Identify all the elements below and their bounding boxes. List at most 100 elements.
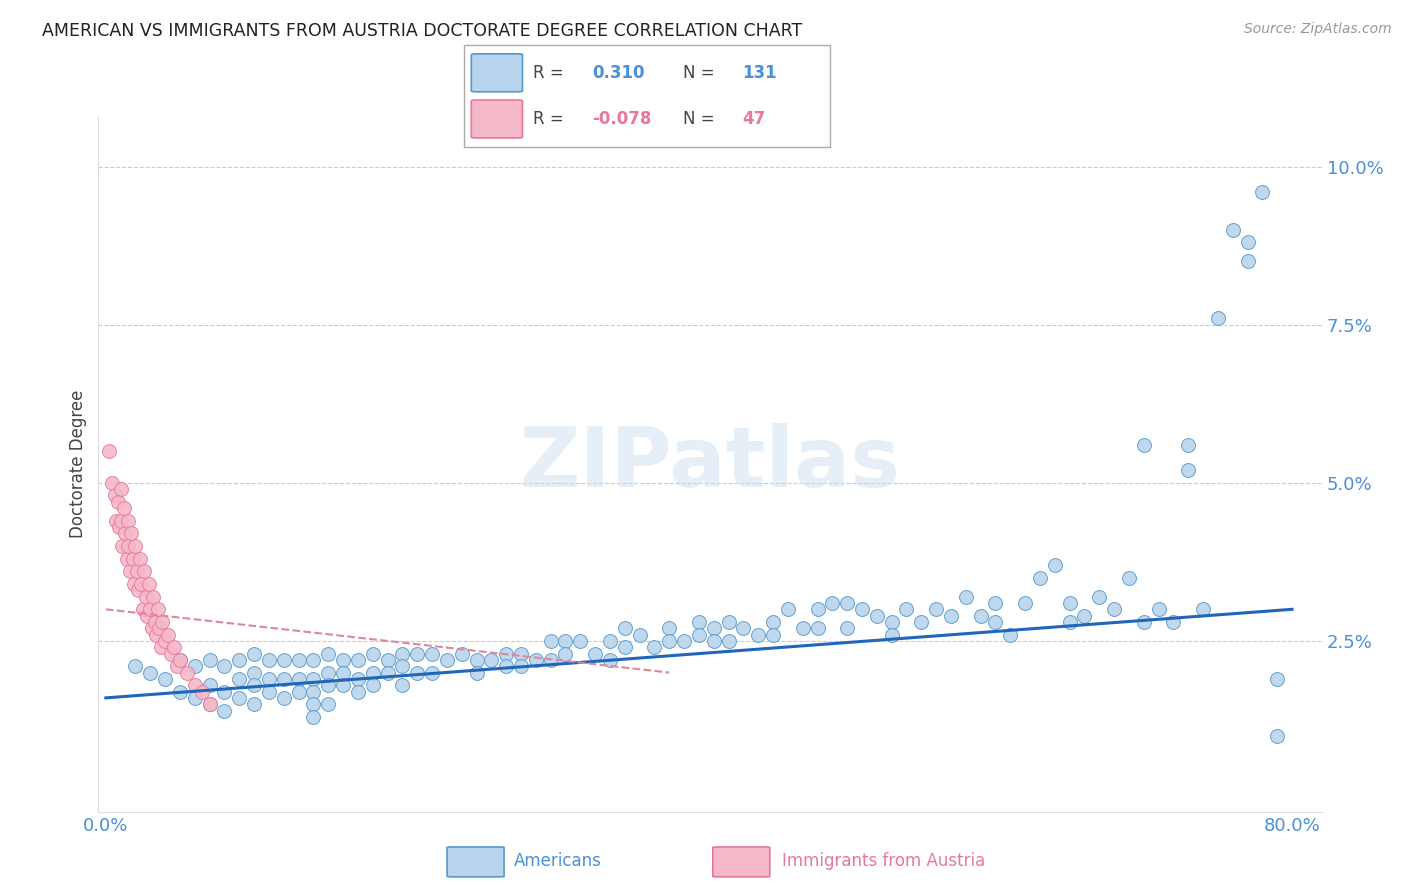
Point — [762, 615, 785, 629]
Point — [540, 634, 562, 648]
Text: Immigrants from Austria: Immigrants from Austria — [783, 852, 986, 870]
Point — [135, 590, 157, 604]
Point — [1088, 590, 1111, 604]
Point — [184, 659, 207, 673]
Point — [1265, 672, 1288, 686]
Point — [184, 690, 207, 705]
Text: ZIPatlas: ZIPatlas — [520, 424, 900, 504]
FancyBboxPatch shape — [464, 45, 830, 147]
Point — [420, 665, 443, 680]
Point — [613, 621, 636, 635]
Point — [110, 482, 132, 496]
Point — [1102, 602, 1125, 616]
Text: Americans: Americans — [513, 852, 602, 870]
Point — [436, 653, 458, 667]
Point — [1014, 596, 1036, 610]
Point — [792, 621, 814, 635]
Point — [257, 672, 280, 686]
Point — [866, 608, 889, 623]
Point — [287, 684, 309, 698]
Point — [228, 653, 250, 667]
Point — [495, 659, 517, 673]
Point — [163, 640, 186, 655]
Point — [821, 596, 844, 610]
Text: 47: 47 — [742, 110, 765, 128]
Point — [184, 678, 207, 692]
Point — [117, 539, 139, 553]
Point — [302, 710, 325, 724]
Point — [880, 615, 903, 629]
Point — [733, 621, 755, 635]
Point — [110, 514, 132, 528]
Point — [880, 627, 903, 641]
Point — [984, 596, 1007, 610]
Point — [554, 634, 576, 648]
Point — [1206, 311, 1229, 326]
Point — [124, 659, 146, 673]
Point — [120, 526, 142, 541]
Point — [1177, 438, 1199, 452]
Point — [287, 653, 309, 667]
Point — [925, 602, 948, 616]
Point — [214, 684, 236, 698]
Point — [257, 653, 280, 667]
Point — [332, 665, 354, 680]
Point — [332, 653, 354, 667]
Point — [703, 634, 725, 648]
Point — [747, 627, 769, 641]
Text: N =: N = — [683, 110, 720, 128]
Text: R =: R = — [533, 64, 569, 82]
Point — [131, 577, 153, 591]
Point — [125, 565, 148, 579]
Point — [540, 653, 562, 667]
FancyBboxPatch shape — [713, 847, 770, 877]
Point — [153, 634, 176, 648]
Text: Source: ZipAtlas.com: Source: ZipAtlas.com — [1244, 22, 1392, 37]
Point — [114, 526, 136, 541]
Point — [391, 678, 413, 692]
Point — [599, 653, 621, 667]
Point — [127, 583, 149, 598]
Point — [391, 647, 413, 661]
Point — [762, 627, 785, 641]
Point — [214, 704, 236, 718]
Point — [316, 647, 339, 661]
Point — [160, 647, 183, 661]
Point — [406, 647, 429, 661]
Point — [510, 647, 533, 661]
Point — [273, 672, 295, 686]
Point — [316, 678, 339, 692]
Point — [969, 608, 991, 623]
Point — [136, 608, 159, 623]
Point — [118, 565, 141, 579]
FancyBboxPatch shape — [447, 847, 505, 877]
Text: N =: N = — [683, 64, 720, 82]
Point — [169, 684, 191, 698]
Point — [129, 551, 152, 566]
Point — [166, 659, 188, 673]
Point — [347, 672, 370, 686]
Point — [688, 627, 710, 641]
Point — [1132, 438, 1154, 452]
Point — [1177, 463, 1199, 477]
Point — [143, 615, 166, 629]
Point — [1236, 235, 1258, 250]
Point — [1000, 627, 1022, 641]
Point — [1265, 729, 1288, 743]
Point — [316, 697, 339, 711]
Point — [214, 659, 236, 673]
Point — [302, 672, 325, 686]
Point — [146, 602, 169, 616]
Point — [583, 647, 606, 661]
Point — [613, 640, 636, 655]
Point — [1132, 615, 1154, 629]
Point — [139, 602, 162, 616]
Point — [115, 551, 138, 566]
Point — [851, 602, 873, 616]
Point — [643, 640, 665, 655]
Point — [837, 621, 859, 635]
Point — [198, 697, 221, 711]
Point — [806, 602, 828, 616]
Point — [134, 565, 156, 579]
Point — [1118, 571, 1140, 585]
